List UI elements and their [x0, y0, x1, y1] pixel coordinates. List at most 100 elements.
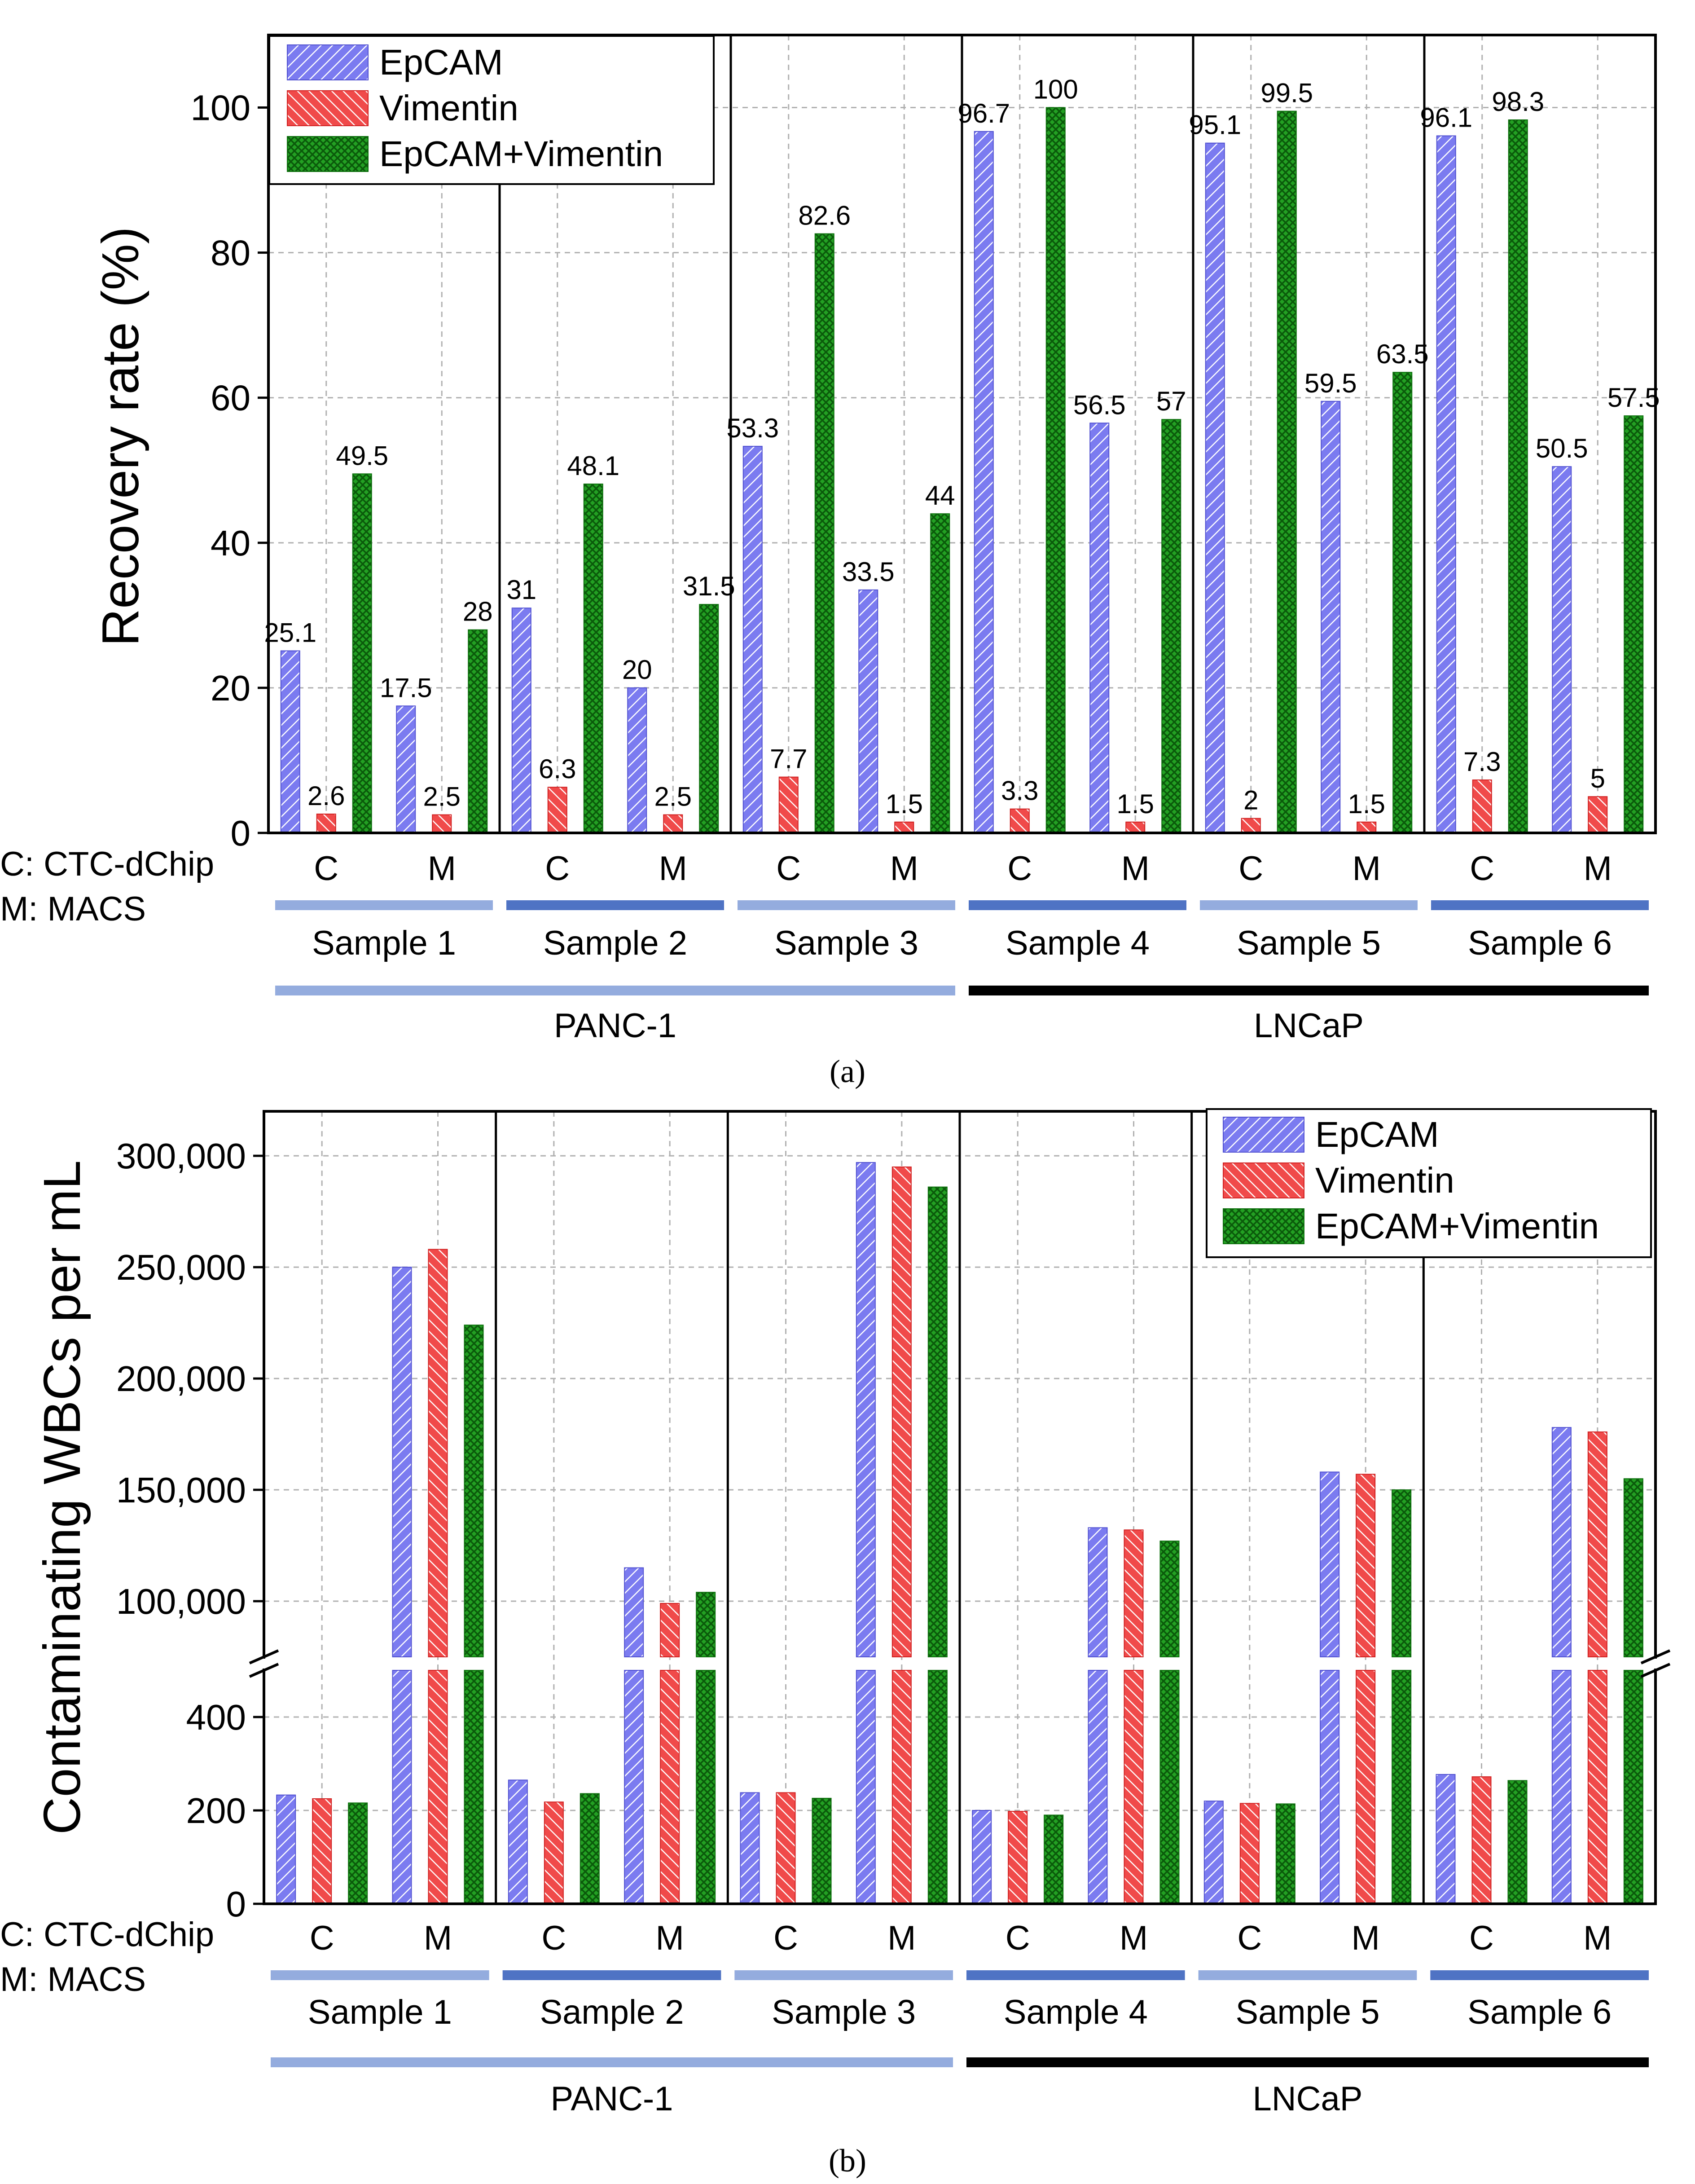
bar-epcam-vimentin: [580, 1793, 600, 1905]
value-label: 59.5: [1304, 368, 1357, 398]
value-label: 63.5: [1376, 339, 1429, 369]
x-tick-label: M: [656, 1919, 684, 1957]
value-label: 5: [1590, 763, 1605, 793]
bar-epcam-vimentin: [1159, 1541, 1180, 1904]
x-tick-label: C: [1237, 1919, 1262, 1957]
x-tick-label: M: [887, 1919, 916, 1957]
y-tick-label: 150,000: [116, 1470, 246, 1510]
panel-label-b: (b): [829, 2143, 866, 2179]
bar-lower-segment: [1088, 1670, 1108, 1904]
bar-vimentin: [660, 1603, 680, 1904]
x-tick-label: M: [1120, 1919, 1148, 1957]
legend-label-vimentin: Vimentin: [1315, 1160, 1454, 1200]
bar-lower-segment: [392, 1670, 412, 1904]
bar-upper-segment: [927, 1186, 948, 1657]
value-label: 2: [1243, 785, 1258, 815]
value-label: 2.6: [307, 781, 345, 811]
value-labels: 25.117.5312053.333.596.756.595.159.596.1…: [264, 75, 1660, 819]
panel-label-a: (a): [830, 1053, 865, 1089]
y-tick-label: 100,000: [116, 1581, 246, 1621]
value-label: 25.1: [264, 618, 316, 648]
sample-bar: [1200, 900, 1418, 910]
value-label: 44: [925, 480, 955, 511]
bar-epcam-vimentin: [1507, 1780, 1528, 1904]
bar-epcam: [1205, 142, 1225, 833]
cell-line-bar: [275, 986, 955, 995]
bar-epcam-vimentin: [1623, 1478, 1643, 1904]
value-label: 3.3: [1001, 776, 1038, 806]
bar-epcam: [624, 1567, 644, 1904]
cell-line-label: LNCaP: [1254, 1007, 1364, 1045]
sample-label: Sample 2: [540, 1993, 684, 2031]
bar-vimentin: [1008, 1811, 1028, 1905]
bar-epcam: [627, 687, 647, 833]
y-tick-label: 20: [211, 668, 250, 708]
method-legend-c: C: CTC-dChip: [0, 845, 214, 883]
sample-annotations: C: CTC-dChip M: MACS C M C M C M C M C M C M Sample 1 S…: [0, 845, 1649, 1045]
bar-epcam: [856, 1162, 876, 1904]
value-label: 20: [622, 655, 652, 685]
bar-epcam: [858, 589, 878, 833]
bar-epcam-vimentin: [1624, 415, 1644, 833]
sample-bar: [271, 1970, 489, 1980]
bar-epcam: [1089, 423, 1110, 833]
x-tick-label: C: [1470, 850, 1494, 888]
bar-lower-segment: [1623, 1670, 1643, 1904]
sample-bar: [966, 1970, 1185, 1980]
plot-border: [263, 1110, 1657, 1905]
x-tick-label: C: [1007, 850, 1032, 888]
bar-lower-segment: [696, 1670, 716, 1904]
bar-vimentin: [316, 813, 336, 833]
legend-swatch-epcam-vimentin: [287, 136, 369, 172]
bar-lower-segment: [1551, 1670, 1572, 1904]
y-tick-label: 250,000: [116, 1247, 246, 1287]
bar-epcam: [1088, 1527, 1108, 1904]
value-label: 98.3: [1492, 87, 1544, 117]
bar-epcam: [1203, 1801, 1224, 1904]
sample-label: Sample 5: [1235, 1993, 1379, 2031]
bar-epcam-vimentin: [696, 1592, 716, 1904]
legend-swatch-vimentin: [287, 90, 369, 126]
cell-line-bar: [969, 986, 1649, 995]
bar-epcam: [740, 1792, 760, 1904]
value-label: 82.6: [798, 201, 851, 231]
x-tick-label: M: [1121, 850, 1150, 888]
legend-swatch-epcam: [287, 44, 369, 80]
bar-epcam: [396, 705, 416, 833]
bar-upper-segment: [1356, 1474, 1376, 1657]
bar-vimentin: [1241, 818, 1261, 834]
bar-epcam-vimentin: [583, 483, 603, 833]
sample-bar: [506, 900, 724, 910]
y-tick-label: 400: [186, 1697, 246, 1737]
bar-epcam-vimentin: [1277, 110, 1297, 834]
bar-vimentin: [432, 814, 452, 834]
bar-vimentin: [428, 1249, 448, 1904]
sample-bar: [1198, 1970, 1417, 1980]
bar-lower-segment: [1320, 1670, 1340, 1904]
bar-lower-segment: [464, 1670, 484, 1904]
bar-vimentin: [1471, 1776, 1492, 1905]
bar-epcam-vimentin: [1275, 1803, 1295, 1904]
cell-line-label: LNCaP: [1253, 2080, 1363, 2118]
bar-upper-segment: [392, 1267, 412, 1657]
bar-lower-segment: [1356, 1670, 1376, 1904]
bar-epcam-vimentin: [1392, 372, 1413, 833]
value-label: 1.5: [886, 789, 923, 819]
plot-frame: [246, 1110, 1673, 1905]
x-tick-label: C: [310, 1919, 334, 1957]
method-legend-c: C: CTC-dChip: [0, 1915, 214, 1954]
bar-upper-segment: [1088, 1527, 1108, 1658]
value-label: 33.5: [842, 557, 895, 587]
cell-line-label: PANC-1: [554, 1007, 676, 1045]
bar-lower-segment: [1124, 1670, 1144, 1904]
legend-label-epcam-vimentin: EpCAM+Vimentin: [1315, 1206, 1599, 1246]
y-tick-label: 0: [226, 1884, 246, 1924]
x-tick-label: C: [1238, 850, 1263, 888]
bar-epcam: [276, 1794, 296, 1904]
bar-epcam: [742, 445, 763, 833]
bar-epcam: [1436, 135, 1456, 833]
value-label: 2.5: [654, 782, 692, 812]
axis-break-mark: [1640, 1649, 1671, 1664]
sample-bar: [969, 900, 1186, 910]
